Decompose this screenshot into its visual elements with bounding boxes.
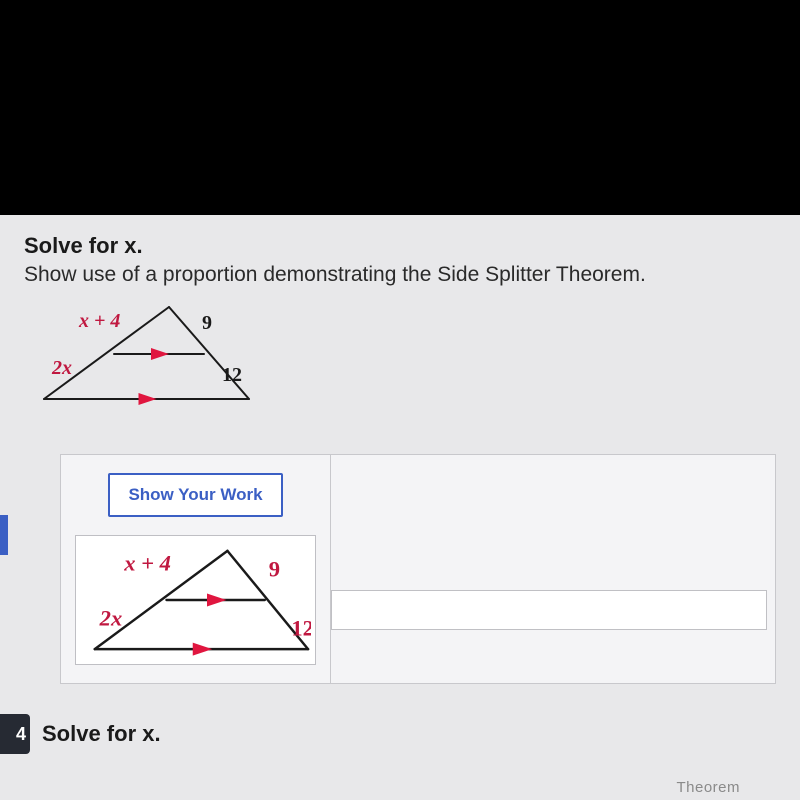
work-panel: Show Your Work x + 4 9 2x 12: [60, 454, 776, 684]
show-your-work-button[interactable]: Show Your Work: [108, 473, 282, 517]
svg-text:2x: 2x: [99, 606, 123, 631]
svg-text:12: 12: [222, 364, 242, 386]
black-top-band: [0, 0, 800, 215]
svg-text:x + 4: x + 4: [123, 551, 171, 576]
next-problem-row: 4 Solve for x.: [0, 684, 800, 754]
work-diagram-thumbnail: x + 4 9 2x 12: [75, 535, 316, 665]
problem-diagram: x + 4 9 2x 12: [0, 299, 800, 454]
svg-text:9: 9: [269, 556, 280, 581]
truncated-text: Theorem: [676, 779, 740, 796]
svg-text:2x: 2x: [51, 357, 72, 379]
svg-text:x + 4: x + 4: [78, 310, 120, 332]
problem-subheading: Show use of a proportion demonstrating t…: [0, 263, 800, 299]
answer-input[interactable]: [331, 590, 767, 630]
triangle-diagram-top: x + 4 9 2x 12: [24, 299, 254, 409]
work-right-column: [331, 455, 775, 683]
work-left-column: Show Your Work x + 4 9 2x 12: [61, 455, 331, 683]
svg-text:12: 12: [291, 615, 311, 640]
scroll-indicator: [0, 515, 8, 555]
triangle-diagram-work: x + 4 9 2x 12: [80, 540, 311, 660]
question-content-area: Solve for x. Show use of a proportion de…: [0, 215, 800, 800]
problem-heading: Solve for x.: [0, 233, 800, 263]
question-nav-badge[interactable]: 4: [0, 714, 30, 754]
svg-text:9: 9: [202, 312, 212, 334]
next-problem-heading: Solve for x.: [42, 721, 161, 747]
